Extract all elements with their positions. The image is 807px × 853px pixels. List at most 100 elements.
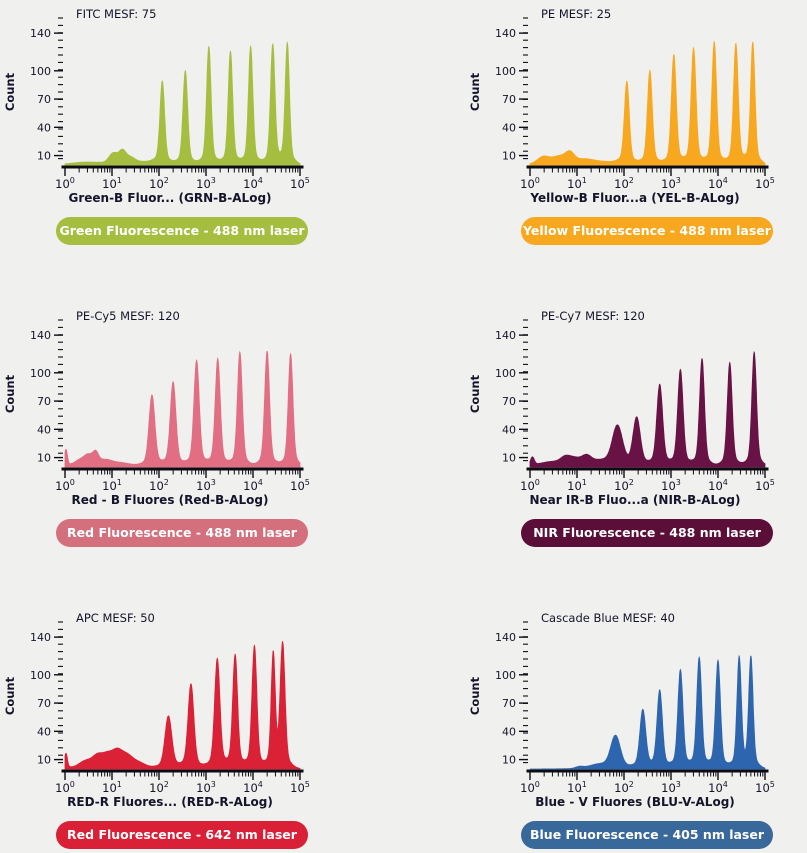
y-axis-label: Count bbox=[468, 676, 482, 715]
histogram-plot-apc: 10 40 70 100 140 Count 100 101 102 103 104 105 bbox=[3, 621, 310, 795]
plot-area-pe-cy5: 10 40 70 100 140 Count 100 101 102 103 104 105 PE-C… bbox=[0, 308, 340, 512]
x-axis-label: RED-R Fluores... (RED-R-ALog) bbox=[67, 795, 273, 809]
y-tick-label: 140 bbox=[495, 329, 516, 342]
y-tick-label: 10 bbox=[37, 754, 51, 767]
chart-panel-cascade-blue: 10 40 70 100 140 Count 100 101 102 103 104 105 Casc… bbox=[403, 610, 807, 850]
x-tick-label: 103 bbox=[196, 478, 216, 493]
x-tick-label: 102 bbox=[614, 176, 634, 191]
y-tick-label: 140 bbox=[30, 329, 51, 342]
x-tick-label: 102 bbox=[149, 478, 169, 493]
y-axis-label: Count bbox=[3, 72, 17, 111]
histogram-plot-fitc: 10 40 70 100 140 Count 100 101 102 103 104 105 bbox=[3, 17, 310, 191]
y-tick-label: 140 bbox=[30, 631, 51, 644]
x-tick-label: 100 bbox=[55, 176, 75, 191]
x-tick-label: 102 bbox=[614, 478, 634, 493]
x-tick-label: 101 bbox=[567, 780, 587, 795]
x-tick-label: 104 bbox=[243, 478, 263, 493]
x-tick-label: 103 bbox=[661, 780, 681, 795]
x-axis-label: Red - B Fluores (Red-B-ALog) bbox=[71, 493, 269, 507]
plot-area-cascade-blue: 10 40 70 100 140 Count 100 101 102 103 104 105 Casc… bbox=[465, 610, 805, 814]
x-axis-label: Blue - V Fluores (BLU-V-ALog) bbox=[535, 795, 735, 809]
x-tick-label: 100 bbox=[520, 478, 540, 493]
x-axis-line bbox=[61, 467, 304, 471]
chart-panel-pe-cy5: 10 40 70 100 140 Count 100 101 102 103 104 105 PE-C… bbox=[0, 308, 403, 548]
chart-title: PE-Cy5 MESF: 120 bbox=[76, 309, 180, 323]
y-tick-label: 100 bbox=[30, 65, 51, 78]
y-tick-label: 140 bbox=[30, 27, 51, 40]
x-tick-label: 100 bbox=[520, 780, 540, 795]
y-axis-label: Count bbox=[468, 72, 482, 111]
x-tick-label: 105 bbox=[290, 780, 310, 795]
x-tick-label: 103 bbox=[196, 780, 216, 795]
y-tick-label: 140 bbox=[495, 27, 516, 40]
detector-badge-red-r[interactable]: Red Fluorescence - 642 nm laser bbox=[56, 821, 308, 849]
x-tick-label: 104 bbox=[243, 780, 263, 795]
y-tick-label: 40 bbox=[37, 423, 51, 436]
chart-panel-apc: 10 40 70 100 140 Count 100 101 102 103 104 105 APC … bbox=[0, 610, 403, 850]
x-tick-label: 102 bbox=[149, 780, 169, 795]
detector-badge-red-b[interactable]: Red Fluorescence - 488 nm laser bbox=[56, 519, 308, 547]
x-tick-label: 101 bbox=[567, 478, 587, 493]
y-tick-label: 10 bbox=[37, 452, 51, 465]
x-tick-label: 100 bbox=[55, 478, 75, 493]
x-tick-label: 102 bbox=[149, 176, 169, 191]
histogram-curve bbox=[529, 41, 766, 166]
x-tick-label: 105 bbox=[755, 176, 775, 191]
y-tick-label: 100 bbox=[495, 669, 516, 682]
x-axis-label: Yellow-B Fluor...a (YEL-B-ALog) bbox=[530, 191, 740, 205]
x-tick-label: 101 bbox=[102, 780, 122, 795]
chart-title: APC MESF: 50 bbox=[76, 611, 155, 625]
histogram-curve bbox=[64, 640, 301, 770]
y-tick-label: 140 bbox=[495, 631, 516, 644]
x-axis-label: Green-B Fluor... (GRN-B-ALog) bbox=[68, 191, 272, 205]
detector-badge-blue-v[interactable]: Blue Fluorescence - 405 nm laser bbox=[521, 821, 773, 849]
x-tick-label: 104 bbox=[708, 780, 728, 795]
x-tick-label: 101 bbox=[567, 176, 587, 191]
y-tick-label: 40 bbox=[502, 725, 516, 738]
histogram-plot-pe: 10 40 70 100 140 Count 100 101 102 103 104 105 bbox=[468, 17, 775, 191]
x-tick-label: 100 bbox=[55, 780, 75, 795]
detector-badge-nir[interactable]: NIR Fluorescence - 488 nm laser bbox=[521, 519, 773, 547]
chart-title: Cascade Blue MESF: 40 bbox=[541, 611, 675, 625]
histogram-plot-cascade-blue: 10 40 70 100 140 Count 100 101 102 103 104 105 bbox=[468, 621, 775, 795]
detector-badge-green[interactable]: Green Fluorescence - 488 nm laser bbox=[56, 217, 308, 245]
x-axis-line bbox=[526, 467, 769, 471]
chart-title: PE-Cy7 MESF: 120 bbox=[541, 309, 645, 323]
x-tick-label: 105 bbox=[290, 176, 310, 191]
x-tick-label: 105 bbox=[755, 478, 775, 493]
y-tick-label: 40 bbox=[502, 121, 516, 134]
x-tick-label: 105 bbox=[755, 780, 775, 795]
x-tick-label: 102 bbox=[614, 780, 634, 795]
x-tick-label: 103 bbox=[196, 176, 216, 191]
x-tick-label: 101 bbox=[102, 478, 122, 493]
y-tick-label: 70 bbox=[502, 93, 516, 106]
plot-area-pe: 10 40 70 100 140 Count 100 101 102 103 104 105 PE M… bbox=[465, 6, 805, 210]
y-tick-label: 70 bbox=[502, 697, 516, 710]
y-tick-label: 100 bbox=[495, 65, 516, 78]
x-tick-label: 103 bbox=[661, 478, 681, 493]
x-axis-line bbox=[526, 769, 769, 773]
y-tick-label: 100 bbox=[495, 367, 516, 380]
plot-area-apc: 10 40 70 100 140 Count 100 101 102 103 104 105 APC … bbox=[0, 610, 340, 814]
chart-panel-fitc: 10 40 70 100 140 Count 100 101 102 103 104 105 FITC… bbox=[0, 6, 403, 246]
y-tick-label: 10 bbox=[37, 150, 51, 163]
y-tick-label: 40 bbox=[37, 121, 51, 134]
y-tick-label: 100 bbox=[30, 367, 51, 380]
y-tick-label: 70 bbox=[37, 395, 51, 408]
chart-panel-pe-cy7: 10 40 70 100 140 Count 100 101 102 103 104 105 PE-C… bbox=[403, 308, 807, 548]
plot-area-fitc: 10 40 70 100 140 Count 100 101 102 103 104 105 FITC… bbox=[0, 6, 340, 210]
histogram-plot-pe-cy5: 10 40 70 100 140 Count 100 101 102 103 104 105 bbox=[3, 319, 310, 493]
y-tick-label: 100 bbox=[30, 669, 51, 682]
detector-badge-yellow[interactable]: Yellow Fluorescence - 488 nm laser bbox=[521, 217, 773, 245]
y-tick-label: 70 bbox=[37, 697, 51, 710]
y-tick-label: 40 bbox=[502, 423, 516, 436]
y-tick-label: 40 bbox=[37, 725, 51, 738]
x-axis-line bbox=[61, 769, 304, 773]
x-tick-label: 103 bbox=[661, 176, 681, 191]
histogram-curve bbox=[529, 350, 766, 468]
y-tick-label: 10 bbox=[502, 150, 516, 163]
chart-title: PE MESF: 25 bbox=[541, 7, 612, 21]
x-axis-line bbox=[61, 165, 304, 169]
y-tick-label: 10 bbox=[502, 754, 516, 767]
